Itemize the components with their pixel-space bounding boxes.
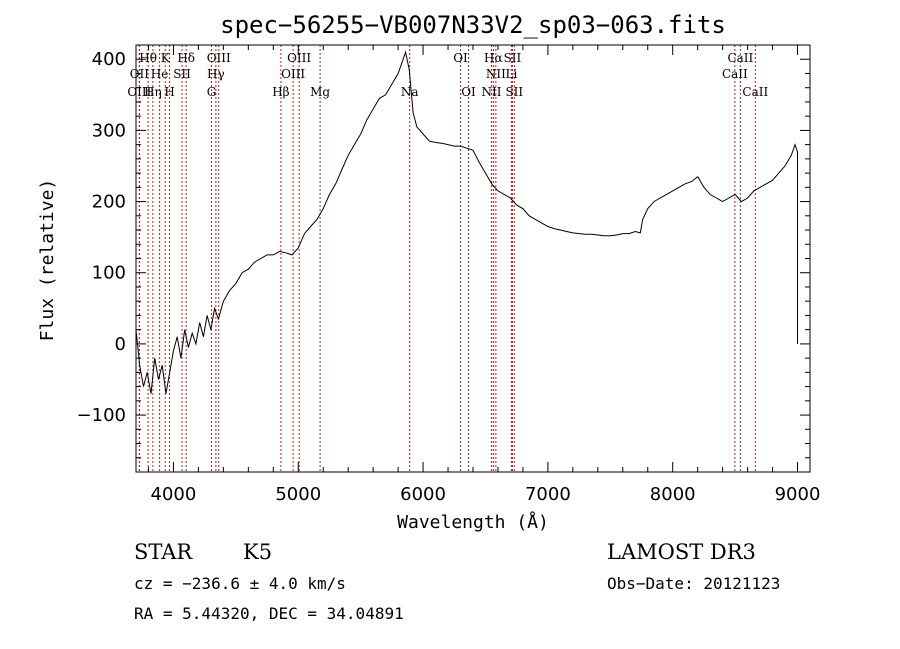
line-label-3-9: SII — [505, 85, 523, 99]
line-label-1-2: Hδ — [177, 51, 195, 65]
y-tick-label-0: −100 — [77, 405, 126, 426]
line-label-3-0: OIII — [127, 85, 151, 99]
line-label-3-8: NII — [481, 85, 501, 99]
line-label-2-0: OII — [130, 67, 150, 81]
line-label-2-4: OIII — [281, 67, 305, 81]
chart-title: spec−56255−VB007N33V2_sp03−063.fits — [220, 11, 726, 39]
line-label-1-1: K — [161, 51, 171, 65]
survey-name: LAMOST DR3 — [607, 540, 756, 564]
line-label-1-4: OIII — [287, 51, 311, 65]
y-tick-label-1: 0 — [115, 334, 126, 355]
line-label-2-5: NII — [486, 67, 506, 81]
y-axis-label: Flux (relative) — [37, 179, 58, 342]
object-class: STAR — [134, 540, 193, 564]
line-label-2-3: Hγ — [207, 67, 225, 81]
y-tick-label-4: 300 — [92, 120, 126, 141]
x-tick-label-2: 6000 — [400, 484, 446, 505]
line-label-1-7: SII — [504, 51, 522, 65]
line-label-1-0: Hθ — [139, 51, 157, 65]
line-label-3-5: Mg — [310, 85, 330, 99]
spectrum-series-flux — [135, 50, 798, 394]
y-tick-label-3: 200 — [92, 192, 126, 213]
x-tick-label-1: 5000 — [275, 484, 321, 505]
line-label-2-7: CaII — [722, 67, 748, 81]
plot-frame — [135, 44, 811, 473]
x-tick-label-4: 8000 — [650, 484, 696, 505]
x-tick-label-5: 9000 — [775, 484, 821, 505]
y-tick-label-2: 100 — [92, 263, 126, 284]
y-tick-label-5: 400 — [92, 49, 126, 70]
x-tick-label-0: 4000 — [151, 484, 197, 505]
x-axis-label: Wavelength (Å) — [397, 511, 549, 533]
x-tick-label-3: 7000 — [525, 484, 571, 505]
observation-date: Obs−Date: 20121123 — [607, 574, 780, 593]
redshift-info: cz = −236.6 ± 4.0 km/s — [134, 574, 346, 593]
emission-line-markers — [138, 45, 756, 472]
line-label-1-5: OI — [453, 51, 468, 65]
line-label-1-6: Hα — [484, 51, 503, 65]
axis-tick-labels: 4000 5000 6000 7000 8000 9000 −100 0 100 200 300 40… — [77, 49, 821, 505]
line-label-3-3: G — [207, 85, 217, 99]
line-label-2-6: Li — [506, 67, 518, 81]
coordinates: RA = 5.44320, DEC = 34.04891 — [134, 604, 404, 623]
line-label-3-10: CaII — [742, 85, 768, 99]
line-label-1-8: CaII — [727, 51, 753, 65]
axis-ticks — [136, 44, 810, 472]
line-label-3-7: OI — [461, 85, 476, 99]
line-label-3-6: Na — [401, 85, 419, 99]
line-label-3-2: H — [164, 85, 174, 99]
line-label-3-4: Hβ — [272, 85, 289, 99]
object-subclass: K5 — [243, 540, 272, 564]
line-label-2-2: SII — [173, 67, 191, 81]
line-label-3-1: Hη — [144, 85, 162, 99]
line-label-1-3: OIII — [207, 51, 231, 65]
line-label-2-1: He — [151, 67, 169, 81]
